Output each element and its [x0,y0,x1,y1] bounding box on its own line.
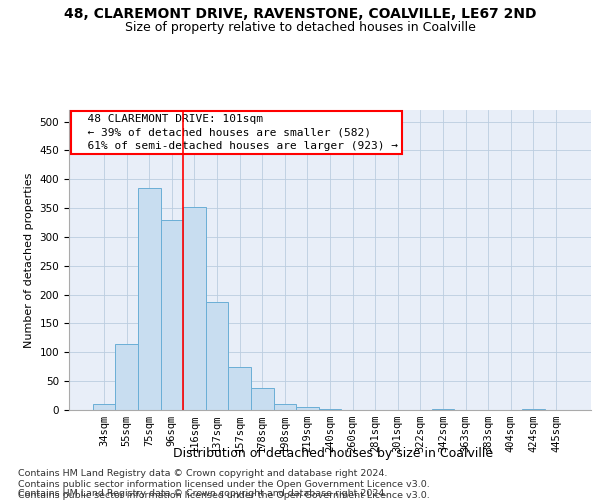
Bar [115,344,138,410]
Bar [431,409,454,410]
Text: Contains public sector information licensed under the Open Government Licence v3: Contains public sector information licen… [18,480,430,489]
Bar [93,404,115,410]
Text: Distribution of detached houses by size in Coalville: Distribution of detached houses by size … [173,448,493,460]
Bar [229,366,251,410]
Bar [296,406,319,410]
Bar [274,404,296,410]
Text: Contains HM Land Registry data © Crown copyright and database right 2024.: Contains HM Land Registry data © Crown c… [18,468,388,477]
Text: Size of property relative to detached houses in Coalville: Size of property relative to detached ho… [125,21,475,34]
Bar [206,302,229,410]
Text: Contains public sector information licensed under the Open Government Licence v3: Contains public sector information licen… [18,491,430,500]
Text: 48 CLAREMONT DRIVE: 101sqm
  ← 39% of detached houses are smaller (582)
  61% of: 48 CLAREMONT DRIVE: 101sqm ← 39% of deta… [74,114,398,151]
Bar [161,220,183,410]
Y-axis label: Number of detached properties: Number of detached properties [24,172,34,348]
Text: Contains HM Land Registry data © Crown copyright and database right 2024.: Contains HM Land Registry data © Crown c… [18,488,388,498]
Bar [522,409,545,410]
Text: 48, CLAREMONT DRIVE, RAVENSTONE, COALVILLE, LE67 2ND: 48, CLAREMONT DRIVE, RAVENSTONE, COALVIL… [64,8,536,22]
Bar [183,207,206,410]
Bar [138,188,161,410]
Bar [251,388,274,410]
